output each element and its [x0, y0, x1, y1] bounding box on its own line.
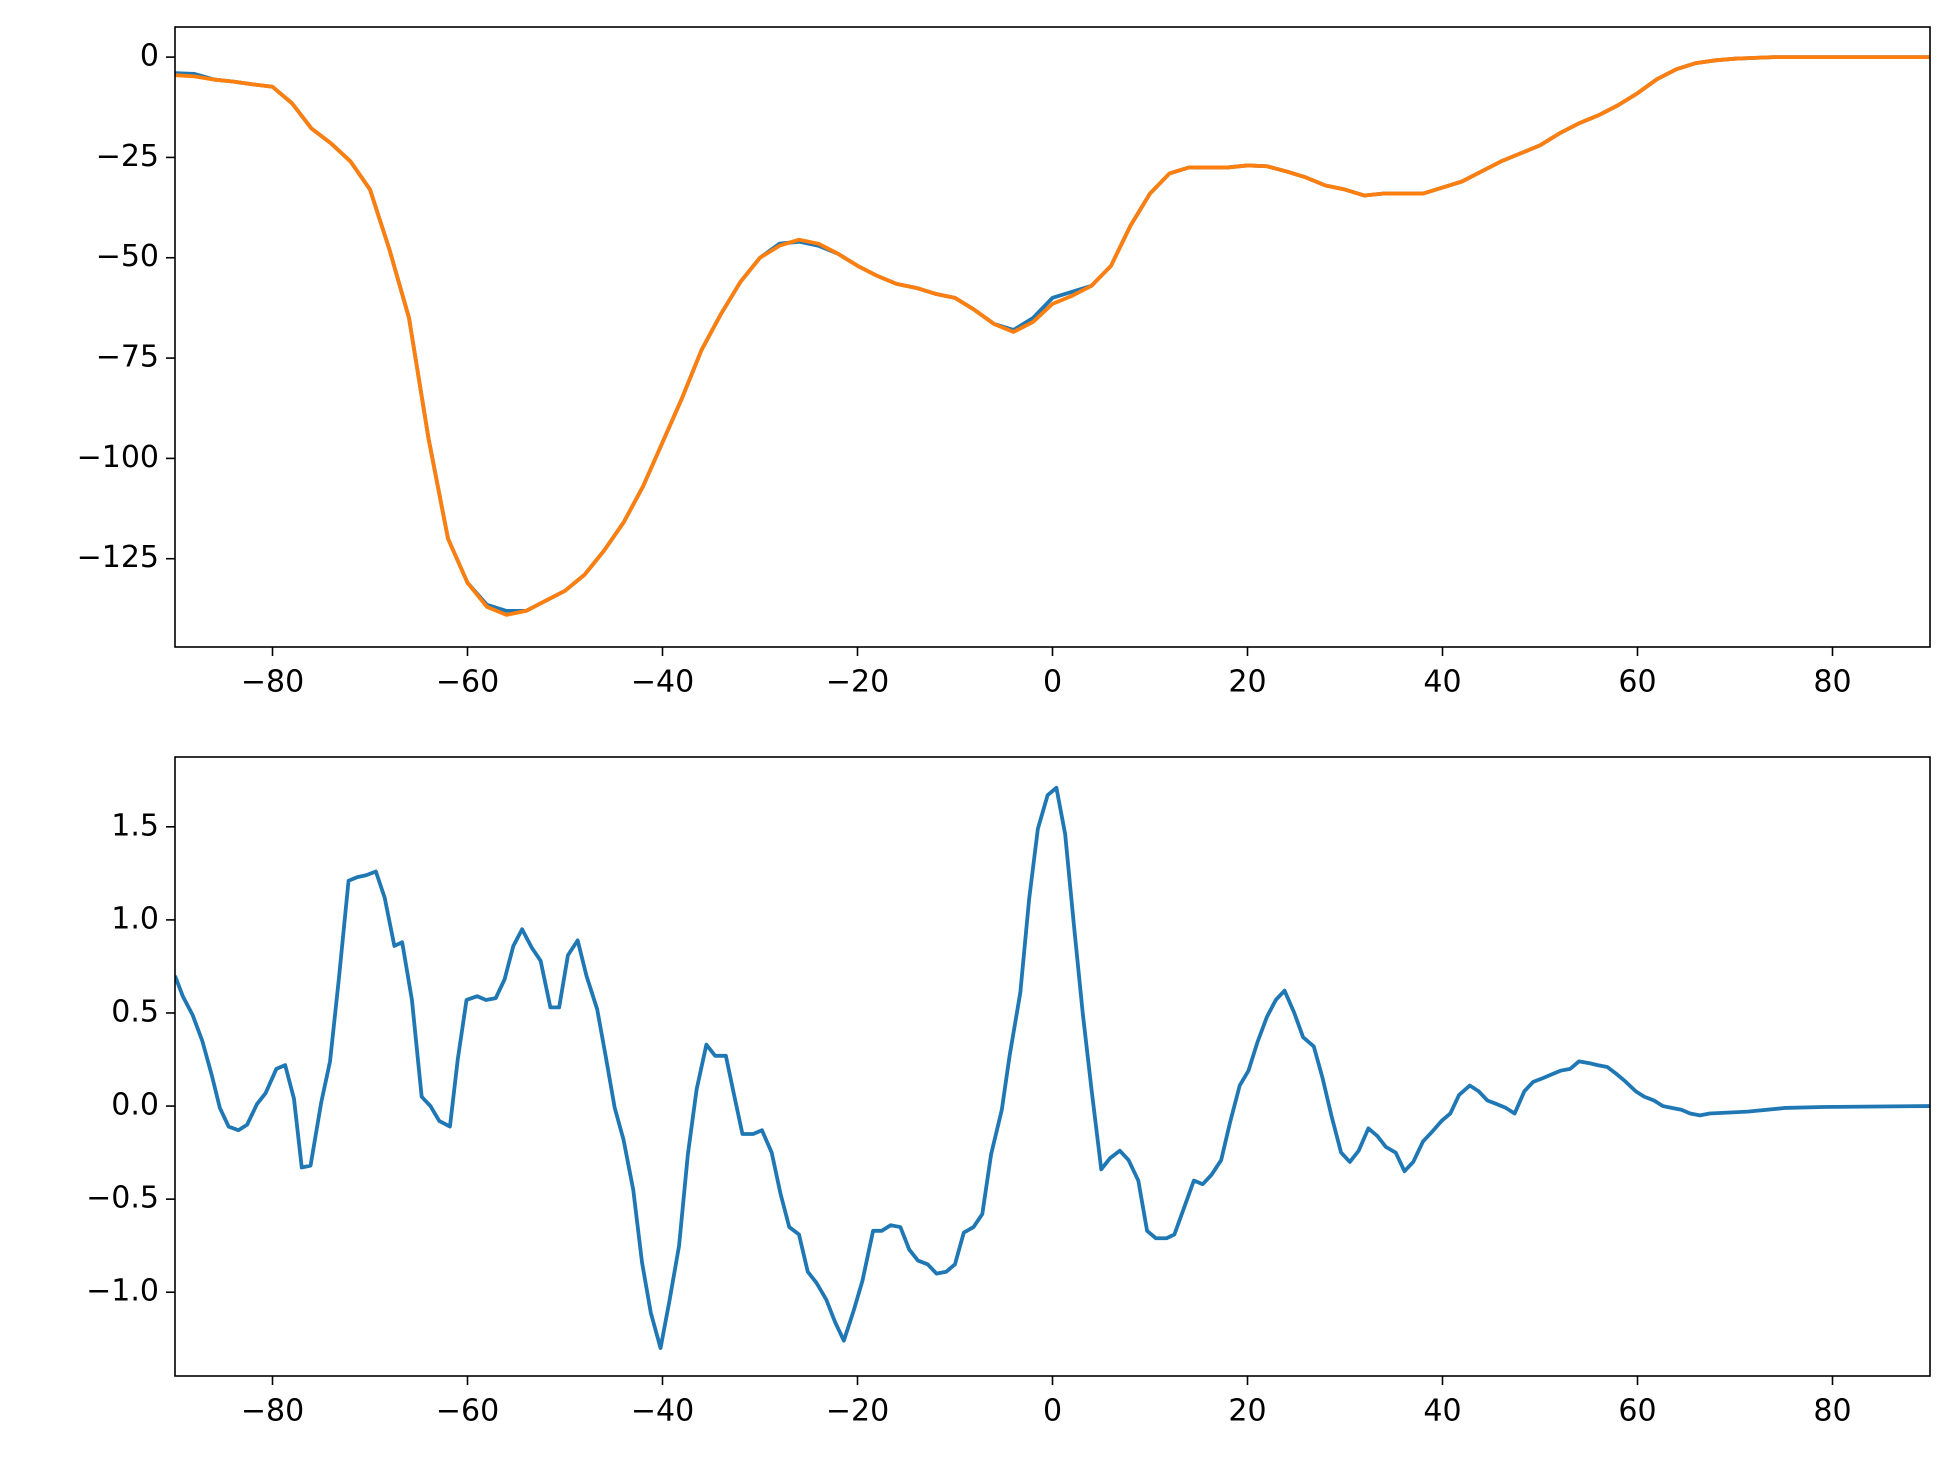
x-tick-label: −80	[241, 665, 304, 700]
y-tick-label: 0.0	[111, 1088, 159, 1123]
x-tick-label: 80	[1813, 665, 1851, 700]
y-tick-label: −0.5	[86, 1181, 159, 1216]
x-tick-label: −20	[826, 1394, 889, 1429]
x-tick-label: 20	[1228, 665, 1266, 700]
axes-frame	[174, 26, 1931, 648]
x-tick-label: −80	[241, 1394, 304, 1429]
y-tick-label: −1.0	[86, 1274, 159, 1309]
y-tick-label: −25	[96, 139, 159, 174]
x-tick-label: 40	[1423, 1394, 1461, 1429]
x-tick-label: −20	[826, 665, 889, 700]
x-tick-label: 0	[1043, 665, 1062, 700]
data-line	[175, 55, 1930, 617]
y-tick-label: −125	[77, 540, 159, 575]
x-tick-label: 40	[1423, 665, 1461, 700]
axes-frame	[174, 756, 1931, 1377]
y-tick-label: −75	[96, 340, 159, 375]
y-tick-label: −100	[77, 440, 159, 475]
x-tick-label: −40	[631, 1394, 694, 1429]
y-tick-label: 0.5	[111, 994, 159, 1029]
x-tick-label: −60	[436, 665, 499, 700]
x-tick-label: −60	[436, 1394, 499, 1429]
data-line	[175, 785, 1930, 1350]
x-tick-label: 60	[1618, 1394, 1656, 1429]
y-tick-label: 0	[140, 39, 159, 74]
data-line	[175, 55, 1930, 613]
x-tick-label: 60	[1618, 665, 1656, 700]
x-tick-label: −40	[631, 665, 694, 700]
x-tick-label: 20	[1228, 1394, 1266, 1429]
x-tick-label: 0	[1043, 1394, 1062, 1429]
y-tick-label: −50	[96, 239, 159, 274]
y-tick-label: 1.0	[111, 901, 159, 936]
y-tick-label: 1.5	[111, 808, 159, 843]
x-tick-label: 80	[1813, 1394, 1851, 1429]
